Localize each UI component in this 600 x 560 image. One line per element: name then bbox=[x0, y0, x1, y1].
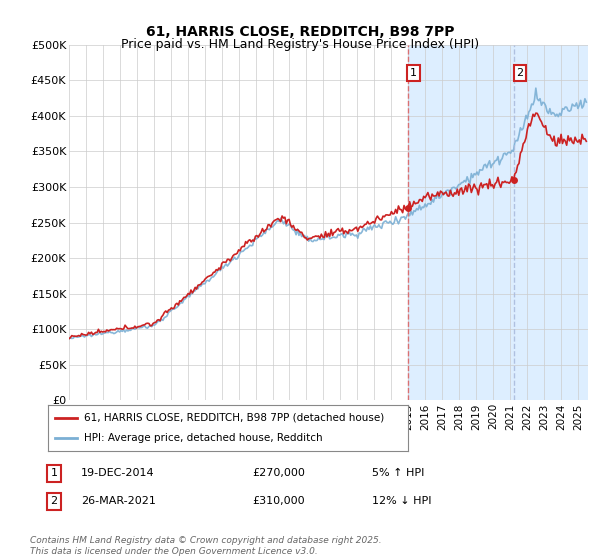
Text: Contains HM Land Registry data © Crown copyright and database right 2025.
This d: Contains HM Land Registry data © Crown c… bbox=[30, 536, 382, 556]
Text: 61, HARRIS CLOSE, REDDITCH, B98 7PP (detached house): 61, HARRIS CLOSE, REDDITCH, B98 7PP (det… bbox=[84, 413, 384, 423]
Text: £310,000: £310,000 bbox=[252, 496, 305, 506]
Text: 2: 2 bbox=[517, 68, 524, 78]
Text: £270,000: £270,000 bbox=[252, 468, 305, 478]
Text: HPI: Average price, detached house, Redditch: HPI: Average price, detached house, Redd… bbox=[84, 433, 323, 443]
Text: 1: 1 bbox=[410, 68, 417, 78]
Text: 2: 2 bbox=[50, 496, 58, 506]
Text: 19-DEC-2014: 19-DEC-2014 bbox=[81, 468, 155, 478]
Text: 1: 1 bbox=[50, 468, 58, 478]
Text: Price paid vs. HM Land Registry's House Price Index (HPI): Price paid vs. HM Land Registry's House … bbox=[121, 38, 479, 50]
Text: 26-MAR-2021: 26-MAR-2021 bbox=[81, 496, 156, 506]
Bar bbox=[408, 45, 588, 400]
Text: 5% ↑ HPI: 5% ↑ HPI bbox=[372, 468, 424, 478]
Text: 12% ↓ HPI: 12% ↓ HPI bbox=[372, 496, 431, 506]
Text: 61, HARRIS CLOSE, REDDITCH, B98 7PP: 61, HARRIS CLOSE, REDDITCH, B98 7PP bbox=[146, 25, 454, 39]
